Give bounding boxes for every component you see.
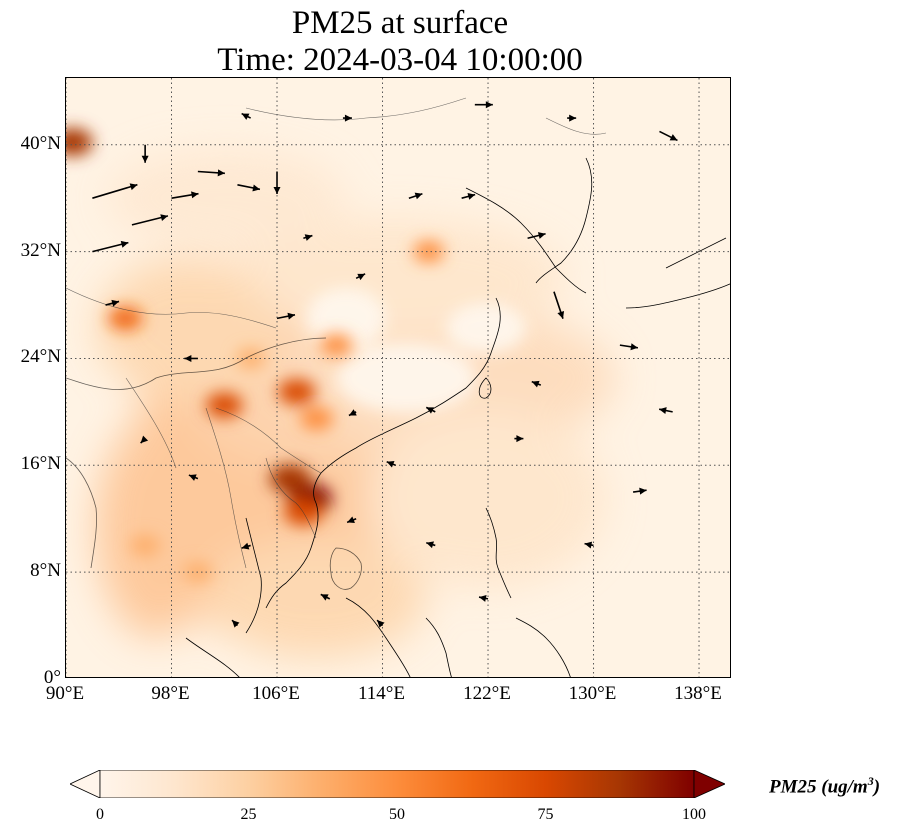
wind-arrow	[348, 409, 357, 417]
pm25-hotspot	[130, 535, 160, 556]
wind-arrow	[527, 232, 546, 240]
wind-arrow	[276, 312, 296, 320]
colorbar-gradient	[99, 770, 695, 798]
pm25-hotspot	[283, 498, 323, 526]
lon-tick-label: 98°E	[151, 683, 190, 704]
lat-tick-label: 24°N	[20, 346, 61, 368]
wind-arrow	[346, 516, 357, 524]
wind-arrow	[92, 183, 138, 199]
wind-arrow	[231, 619, 240, 628]
wind-arrow	[386, 460, 397, 468]
pm25-hotspot	[277, 378, 316, 405]
wind-arrow	[658, 407, 673, 414]
wind-arrow	[273, 171, 281, 194]
pm25-hotspot	[413, 241, 445, 263]
wind-arrow	[105, 299, 120, 307]
map-panel	[65, 77, 731, 678]
wind-arrow	[425, 406, 436, 414]
lat-tick-label: 8°N	[30, 560, 61, 582]
wind-arrow	[342, 114, 352, 122]
wind-arrow	[140, 435, 149, 444]
colorbar-high-extend	[693, 770, 725, 798]
wind-arrow	[355, 273, 366, 281]
pm25-hotspot	[205, 392, 243, 418]
wind-arrow	[171, 191, 199, 199]
wind-arrow	[619, 343, 639, 351]
lon-tick-label: 114°E	[358, 683, 405, 704]
pm25-hotspot	[269, 464, 311, 493]
wind-arrow	[426, 541, 436, 549]
wind-arrow	[197, 169, 225, 177]
colorbar-label: PM25 (ug/m3)	[769, 774, 881, 798]
wind-arrow	[320, 593, 331, 601]
coastlines	[66, 157, 730, 677]
graticule	[66, 78, 730, 677]
wind-arrow	[303, 234, 313, 241]
wind-arrow	[514, 435, 524, 443]
wind-arrow	[241, 542, 251, 550]
map-subtitle-time: Time: 2024-03-04 10:00:00	[217, 42, 583, 78]
pm25-hotspot	[108, 306, 143, 331]
wind-arrow	[584, 541, 594, 549]
lon-tick-label: 90°E	[45, 683, 85, 704]
lat-tick-label: 0°	[43, 667, 61, 688]
wind-vectors	[92, 101, 678, 628]
pm25-hotspot	[320, 334, 353, 357]
colorbar-tick-label: 25	[240, 806, 257, 823]
wind-arrow	[659, 130, 678, 142]
lon-tick-label: 138°E	[674, 683, 722, 704]
wind-arrow	[474, 101, 493, 109]
wind-arrow	[461, 193, 476, 200]
wind-arrow	[141, 144, 149, 163]
wind-arrow	[92, 240, 129, 253]
pm25-hotspots	[66, 128, 445, 582]
wind-arrow	[237, 184, 261, 192]
wind-arrow	[408, 192, 423, 200]
lon-tick-label: 130°E	[568, 683, 617, 704]
wind-arrow	[478, 595, 489, 602]
wind-arrow	[632, 487, 647, 495]
map-title: PM25 at surface	[291, 5, 509, 41]
colorbar-tick-label: 75	[537, 806, 554, 823]
lat-tick-label: 32°N	[20, 239, 61, 261]
map-canvas	[66, 78, 730, 677]
lat-tick-label: 40°N	[20, 132, 61, 154]
colorbar-low-extend	[70, 770, 101, 798]
wind-arrow	[241, 112, 251, 120]
pm25-hotspot	[66, 128, 93, 156]
wind-arrow	[188, 474, 199, 481]
pm25-hotspot	[299, 407, 334, 430]
lon-tick-label: 106°E	[252, 683, 300, 704]
country-borders	[66, 97, 607, 569]
lon-tick-label: 122°E	[463, 683, 511, 704]
lat-tick-label: 16°N	[20, 453, 61, 475]
wind-arrow	[531, 380, 542, 388]
colorbar-tick-label: 50	[389, 806, 405, 823]
colorbar	[70, 770, 725, 798]
clean-air-patches	[306, 288, 526, 413]
colorbar-tick-label: 100	[682, 806, 706, 823]
wind-arrow	[553, 291, 565, 319]
wind-arrow	[376, 619, 385, 628]
colorbar-tick-label: 0	[96, 806, 104, 823]
wind-arrow	[567, 114, 577, 122]
wind-arrow	[184, 354, 198, 362]
wind-arrow	[131, 214, 169, 226]
